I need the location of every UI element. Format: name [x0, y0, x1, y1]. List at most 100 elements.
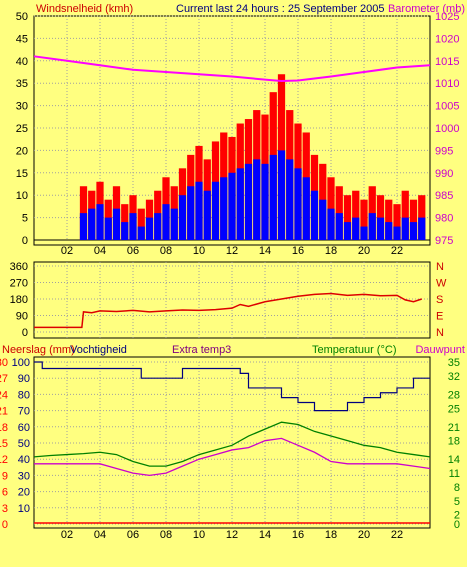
wind-avg-bar: [187, 186, 195, 240]
wind-avg-bar: [79, 213, 88, 240]
humidity-y-tick: 70: [18, 406, 30, 418]
wind-avg-bar: [269, 154, 277, 240]
barometer-y-tick: 1010: [435, 78, 459, 90]
wind-avg-bar: [261, 163, 269, 240]
precip-y-tick: 21: [0, 406, 8, 418]
wind-avg-bar: [137, 226, 145, 240]
wind-avg-bar: [195, 181, 203, 240]
precip-y-tick: 30: [0, 357, 8, 369]
wind-x-tick: 08: [160, 245, 172, 257]
wind-avg-bar: [327, 208, 335, 240]
direction-y-tick: 0: [22, 327, 28, 339]
compass-label: S: [436, 294, 443, 306]
wind-y-tick: 5: [22, 213, 28, 225]
wind-y-tick: 50: [16, 11, 28, 23]
wind-avg-bar: [244, 163, 253, 240]
wind-gust-bar: [385, 199, 393, 240]
wind-avg-bar: [343, 222, 352, 240]
barometer-y-tick: 1015: [435, 56, 459, 68]
humidity-y-tick: 30: [18, 470, 30, 482]
temperature-y-tick: 2: [454, 510, 460, 522]
temperature-y-tick: 8: [454, 482, 460, 494]
precip-y-tick: 9: [2, 470, 8, 482]
wind-x-tick: 22: [391, 245, 403, 257]
humidity-y-tick: 10: [18, 503, 30, 515]
precip-y-tick: 6: [2, 487, 8, 499]
barometer-y-tick: 1000: [435, 123, 459, 135]
temp-x-tick: 18: [325, 529, 337, 541]
temperature-y-tick: 28: [448, 389, 460, 401]
wind-x-tick: 02: [61, 245, 73, 257]
barometer-y-tick: 980: [435, 213, 453, 225]
temperature-y-tick: 21: [448, 422, 460, 434]
direction-y-tick: 180: [10, 294, 28, 306]
wind-avg-bar: [145, 217, 154, 240]
temp-x-tick: 12: [226, 529, 238, 541]
wind-avg-bar: [277, 150, 286, 240]
compass-label: E: [436, 311, 443, 323]
wind-gust-bar: [343, 195, 352, 240]
wind-avg-bar: [112, 208, 121, 240]
wind-y-tick: 0: [22, 235, 28, 247]
humidity-y-tick: 20: [18, 487, 30, 499]
precip-y-tick: 0: [2, 519, 8, 531]
direction-y-tick: 270: [10, 278, 28, 290]
wind-avg-bar: [178, 195, 187, 240]
temperature-y-tick: 14: [448, 454, 460, 466]
wind-avg-bar: [409, 222, 418, 240]
wind-x-tick: 20: [358, 245, 370, 257]
temperature-y-tick: 25: [448, 403, 460, 415]
direction-y-tick: 90: [16, 311, 28, 323]
chart-layer: 0510152025303540455097598098599099510001…: [0, 11, 460, 541]
temperature-axis-title: Temperatuur (°C): [312, 344, 396, 356]
compass-label: W: [436, 278, 447, 290]
precip-axis-title: Neerslag (mm): [2, 344, 75, 356]
temp-x-tick: 22: [391, 529, 403, 541]
wind-y-tick: 40: [16, 56, 28, 68]
wind-avg-bar: [228, 172, 236, 240]
precip-y-tick: 15: [0, 438, 8, 450]
wind-avg-bar: [352, 217, 360, 240]
compass-label: N: [436, 261, 444, 273]
precip-y-tick: 24: [0, 389, 8, 401]
wind-y-tick: 25: [16, 123, 28, 135]
humidity-axis-title: Vochtigheid: [70, 344, 127, 356]
temp-x-tick: 02: [61, 529, 73, 541]
barometer-y-tick: 990: [435, 168, 453, 180]
wind-y-tick: 20: [16, 145, 28, 157]
humidity-y-tick: 90: [18, 373, 30, 385]
barometer-y-tick: 975: [435, 235, 453, 247]
barometer-y-tick: 985: [435, 190, 453, 202]
wind-avg-bar: [104, 217, 112, 240]
wind-avg-bar: [203, 190, 211, 240]
temp-x-tick: 10: [193, 529, 205, 541]
wind-avg-bar: [253, 159, 261, 240]
wind-avg-bar: [360, 226, 368, 240]
temp-x-tick: 08: [160, 529, 172, 541]
wind-y-tick: 35: [16, 78, 28, 90]
wind-avg-bar: [385, 222, 393, 240]
temperature-y-tick: 0: [454, 519, 460, 531]
wind-avg-bar: [220, 177, 228, 240]
temp-x-tick: 16: [292, 529, 304, 541]
temp-x-tick: 14: [259, 529, 271, 541]
wind-avg-bar: [319, 199, 327, 240]
humidity-y-tick: 80: [18, 389, 30, 401]
direction-panel-frame: [33, 261, 431, 339]
extra-temp-title: Extra temp3: [172, 344, 231, 356]
wind-x-tick: 14: [259, 245, 271, 257]
wind-x-tick: 16: [292, 245, 304, 257]
wind-avg-bar: [121, 222, 129, 240]
barometer-y-tick: 1025: [435, 11, 459, 23]
humidity-y-tick: 100: [12, 357, 30, 369]
wind-avg-bar: [393, 226, 401, 240]
wind-avg-bar: [236, 168, 244, 240]
wind-y-tick: 30: [16, 101, 28, 113]
wind-gust-bar: [393, 204, 401, 240]
humidity-y-tick: 40: [18, 454, 30, 466]
barometer-y-tick: 995: [435, 145, 453, 157]
humidity-y-tick: 50: [18, 438, 30, 450]
wind-gust-bar: [401, 190, 409, 240]
wind-avg-bar: [286, 159, 294, 240]
